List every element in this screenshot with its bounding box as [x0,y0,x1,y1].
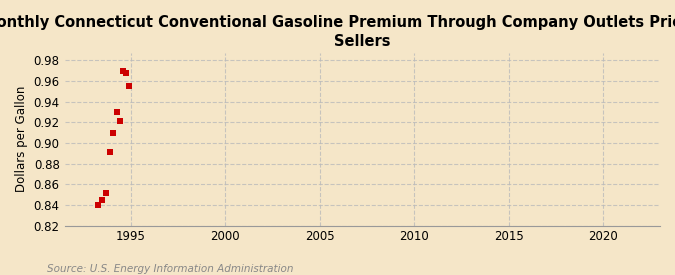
Point [100,190,111,195]
Title: Monthly Connecticut Conventional Gasoline Premium Through Company Outlets Price : Monthly Connecticut Conventional Gasolin… [0,15,675,49]
Point [108,130,119,135]
Point [92,203,103,207]
Y-axis label: Dollars per Gallon: Dollars per Gallon [15,86,28,192]
Point [121,70,132,75]
Point [117,68,128,73]
Text: Source: U.S. Energy Information Administration: Source: U.S. Energy Information Administ… [47,264,294,274]
Point [114,119,125,123]
Point [111,110,122,114]
Point [124,84,134,88]
Point [97,198,108,202]
Point [105,150,115,155]
